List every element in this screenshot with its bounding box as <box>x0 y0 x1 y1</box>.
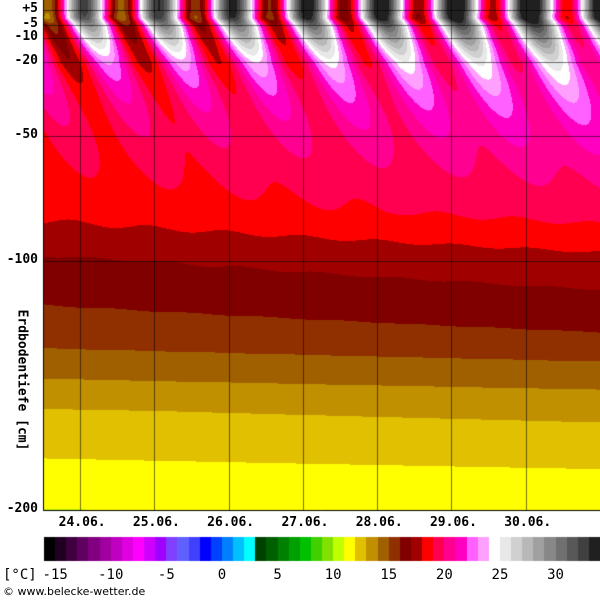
x-tick-label: 28.06. <box>355 515 403 530</box>
credit-text: © www.belecke-wetter.de <box>3 585 146 598</box>
colorbar-tick-label: 20 <box>435 567 453 583</box>
colorbar-tick-label: 5 <box>273 567 282 583</box>
y-axis-title: Erdbodentiefe [cm] <box>14 309 30 451</box>
colorbar-tick-label: 10 <box>324 567 342 583</box>
x-tick-label: 24.06. <box>58 515 106 530</box>
y-tick-label: -20 <box>14 53 38 68</box>
x-tick-label: 25.06. <box>132 515 180 530</box>
x-tick-label: 29.06. <box>429 515 477 530</box>
colorbar-tick-label: 30 <box>547 567 564 583</box>
y-tick-label: -50 <box>14 127 38 142</box>
y-tick-label: -200 <box>6 501 38 516</box>
colorbar-tick-label: 25 <box>491 567 509 583</box>
colorbar-tick-label: 0 <box>217 567 227 583</box>
x-tick-label: 27.06. <box>281 515 329 530</box>
y-tick-label: -100 <box>6 252 38 267</box>
x-tick-label: 26.06. <box>207 515 255 530</box>
colorbar-tick-label: -15 <box>42 567 68 583</box>
colorbar-tick-label: 15 <box>380 567 398 583</box>
y-tick-label: +5 <box>22 1 38 16</box>
y-tick-label: -10 <box>14 29 38 44</box>
colorbar-tick-label: -10 <box>98 567 124 583</box>
colorbar-unit-label: [°C] <box>3 567 37 583</box>
colorbar-tick-label: -5 <box>157 567 175 583</box>
x-tick-label: 30.06. <box>504 515 552 530</box>
y-tick-label: -5 <box>22 16 38 31</box>
